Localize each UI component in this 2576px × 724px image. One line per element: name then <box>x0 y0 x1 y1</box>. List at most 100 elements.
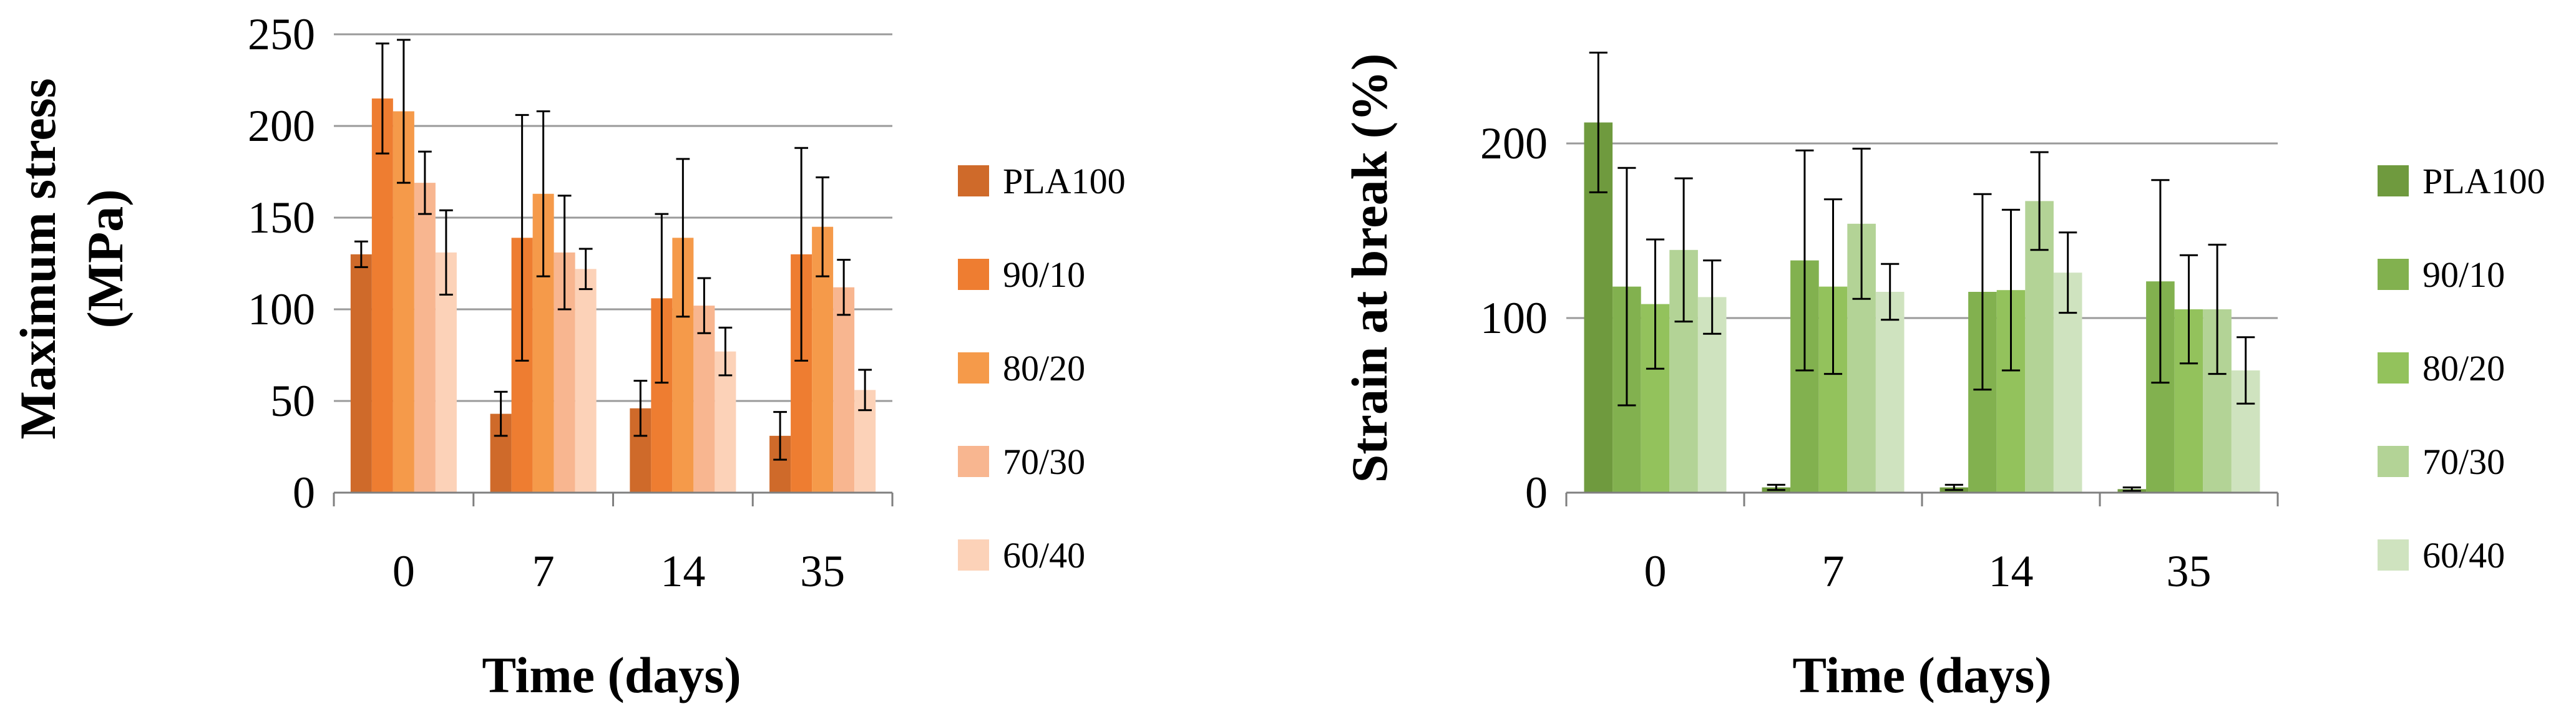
legend-swatch <box>958 352 989 384</box>
error-bar <box>2059 231 2077 314</box>
error-bar <box>354 240 368 268</box>
bar <box>350 254 372 493</box>
x-tick-label: 7 <box>532 546 555 596</box>
bar-series <box>350 98 876 493</box>
error-bar <box>1674 177 1693 323</box>
y-tick-labels: 0 50 100 150 200 250 <box>248 9 315 518</box>
y-tick-label: 100 <box>1480 293 1548 343</box>
bar <box>575 269 597 493</box>
error-bar <box>536 110 550 278</box>
bar <box>1875 292 1905 493</box>
legend-label: 80/20 <box>2422 348 2505 389</box>
error-bar <box>697 277 711 334</box>
error-bar <box>718 326 733 377</box>
error-bar <box>1646 238 1665 370</box>
legend-label: 90/10 <box>2422 254 2505 295</box>
y-tick-label: 0 <box>293 468 315 518</box>
error-bar <box>2001 208 2021 372</box>
y-tick-label: 200 <box>1480 118 1548 168</box>
error-bar <box>1589 51 1608 193</box>
error-bar <box>515 113 529 362</box>
legend-label: 70/30 <box>1003 442 1085 482</box>
error-bar <box>1703 259 1722 335</box>
legend-label: PLA100 <box>1003 161 1126 201</box>
y-tick-label: 0 <box>1525 468 1548 518</box>
y-tick-label: 150 <box>248 193 315 243</box>
legend-swatch <box>958 259 989 290</box>
error-bar <box>494 390 508 437</box>
bar <box>414 183 436 493</box>
error-bar <box>2208 243 2227 375</box>
chart-strain-at-break: 0 100 200 0 7 14 35 Time (days) Strain at bre… <box>1341 51 2545 703</box>
error-bar <box>858 369 872 412</box>
error-bar <box>676 158 690 318</box>
legend-swatch <box>2378 259 2409 290</box>
legend-swatch <box>2378 165 2409 196</box>
error-bar <box>1767 483 1785 491</box>
legend-label: PLA100 <box>2422 161 2545 201</box>
legend-swatch <box>2378 352 2409 384</box>
y-tick-labels: 0 100 200 <box>1480 118 1548 518</box>
error-bar <box>1944 483 1963 491</box>
y-tick-label: 250 <box>248 9 315 59</box>
legend-label: 60/40 <box>1003 535 1085 576</box>
error-bar <box>1881 263 1900 321</box>
x-axis-title: Time (days) <box>482 647 741 703</box>
error-bar <box>375 42 389 155</box>
bar <box>833 287 855 493</box>
legend: PLA100 90/10 80/20 70/30 60/40 <box>2378 161 2545 576</box>
error-bar <box>2179 254 2198 365</box>
legend-label: 90/10 <box>1003 254 1085 295</box>
error-bar <box>633 380 648 437</box>
error-bar <box>655 213 669 384</box>
x-tick-labels: 0 7 14 35 <box>1644 546 2212 596</box>
bar <box>371 98 393 493</box>
x-tick-label: 7 <box>1822 546 1845 596</box>
x-tick-label: 35 <box>800 546 845 596</box>
legend-swatch <box>958 165 989 196</box>
y-tick-label: 50 <box>270 376 315 426</box>
error-bar <box>557 195 572 311</box>
legend-label: 70/30 <box>2422 442 2505 482</box>
x-axis <box>1565 491 2279 506</box>
bar <box>693 306 715 493</box>
x-tick-label: 0 <box>393 546 415 596</box>
error-bar <box>794 147 808 362</box>
error-bar <box>1795 149 1814 372</box>
error-bar <box>2030 151 2049 251</box>
y-axis-title: Strain at break (%) <box>1341 54 1398 483</box>
x-tick-label: 35 <box>2167 546 2212 596</box>
y-tick-label: 200 <box>248 101 315 151</box>
legend-label: 60/40 <box>2422 535 2505 576</box>
error-bar <box>439 209 453 296</box>
error-bar <box>773 411 787 461</box>
legend-label: 80/20 <box>1003 348 1085 389</box>
chart-max-stress: 0 50 100 150 200 250 0 7 14 35 Time (days) Maxim… <box>9 9 1126 703</box>
error-bars <box>1589 51 2255 492</box>
y-axis-title-line2: (MPa) <box>77 189 134 328</box>
error-bar <box>837 259 851 316</box>
error-bar <box>396 39 411 184</box>
x-tick-labels: 0 7 14 35 <box>393 546 845 596</box>
error-bar <box>1617 167 1636 407</box>
error-bar <box>816 176 830 278</box>
y-tick-label: 100 <box>248 284 315 334</box>
y-axis-title-line1: Maximum stress <box>9 78 66 439</box>
x-tick-label: 14 <box>1989 546 2034 596</box>
legend-swatch <box>958 446 989 477</box>
error-bar <box>1852 147 1871 300</box>
error-bar <box>1973 193 1992 391</box>
error-bar <box>2122 486 2141 492</box>
error-bar <box>578 248 593 291</box>
legend-swatch <box>958 539 989 571</box>
legend-swatch <box>2378 446 2409 477</box>
error-bars <box>354 39 872 461</box>
x-tick-label: 0 <box>1644 546 1667 596</box>
error-bar <box>2237 336 2255 405</box>
error-bar <box>2151 179 2170 384</box>
x-axis-title: Time (days) <box>1792 647 2051 703</box>
legend-swatch <box>2378 539 2409 571</box>
x-axis <box>333 491 894 506</box>
error-bar <box>1823 198 1843 375</box>
